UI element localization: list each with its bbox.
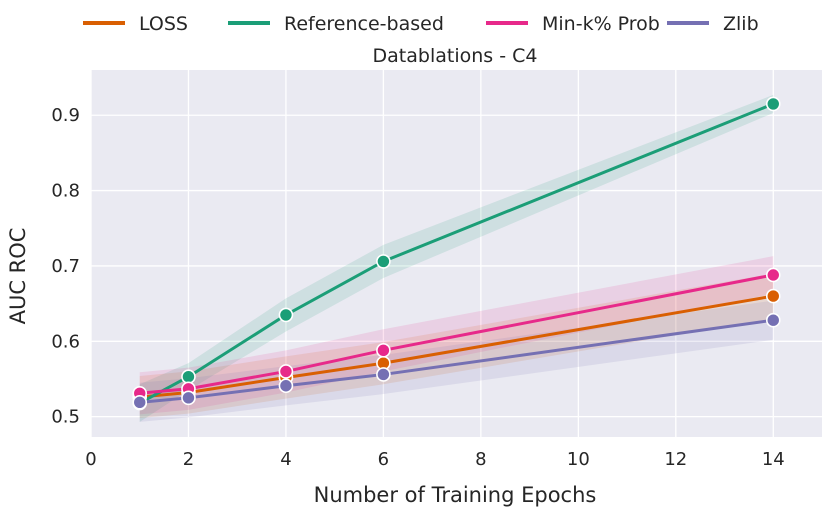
y-tick-label: 0.9 (51, 105, 80, 126)
point-min-k-prob (376, 343, 391, 358)
point-min-k-prob (278, 364, 294, 379)
y-tick-label: 0.8 (51, 181, 80, 202)
point-reference-based (765, 96, 781, 112)
point-min-k-prob (765, 267, 781, 283)
x-tick-label: 6 (378, 449, 389, 470)
x-tick-label: 4 (280, 449, 291, 470)
y-axis-ticks: 0.5 0.6 0.7 0.8 0.9 (51, 105, 80, 427)
point-reference-based (376, 254, 391, 269)
plot-area (91, 70, 822, 437)
point-zlib (132, 395, 148, 410)
point-zlib (376, 367, 391, 382)
y-tick-label: 0.7 (51, 256, 80, 277)
point-zlib (181, 390, 196, 406)
y-axis-label: AUC ROC (6, 228, 30, 325)
chart-title: Datablations - C4 (373, 45, 538, 67)
x-tick-label: 8 (475, 449, 486, 470)
x-tick-label: 12 (664, 449, 687, 470)
x-tick-label: 14 (762, 449, 785, 470)
x-axis-label: Number of Training Epochs (314, 483, 597, 507)
y-tick-label: 0.5 (51, 407, 80, 428)
point-zlib (278, 378, 294, 394)
legend: LOSS Reference-based Min-k% Prob Zlib (83, 13, 759, 35)
grid (90, 70, 822, 437)
x-axis-ticks: 0 2 4 6 8 10 12 14 (85, 449, 784, 470)
band-loss (139, 273, 774, 419)
series-points (132, 96, 781, 411)
y-tick-label: 0.6 (51, 331, 80, 352)
point-reference-based (181, 369, 196, 385)
point-zlib (765, 312, 781, 328)
point-loss (765, 288, 781, 304)
point-reference-based (278, 307, 294, 323)
x-tick-label: 2 (183, 449, 194, 470)
x-tick-label: 10 (567, 449, 590, 470)
band-zlib (139, 300, 774, 422)
legend-label-min-k-prob: Min-k% Prob (542, 13, 660, 35)
band-reference-based (139, 94, 774, 422)
legend-label-reference-based: Reference-based (284, 13, 444, 35)
legend-label-loss: LOSS (139, 13, 188, 35)
legend-label-zlib: Zlib (723, 13, 759, 35)
x-tick-label: 0 (85, 449, 96, 470)
